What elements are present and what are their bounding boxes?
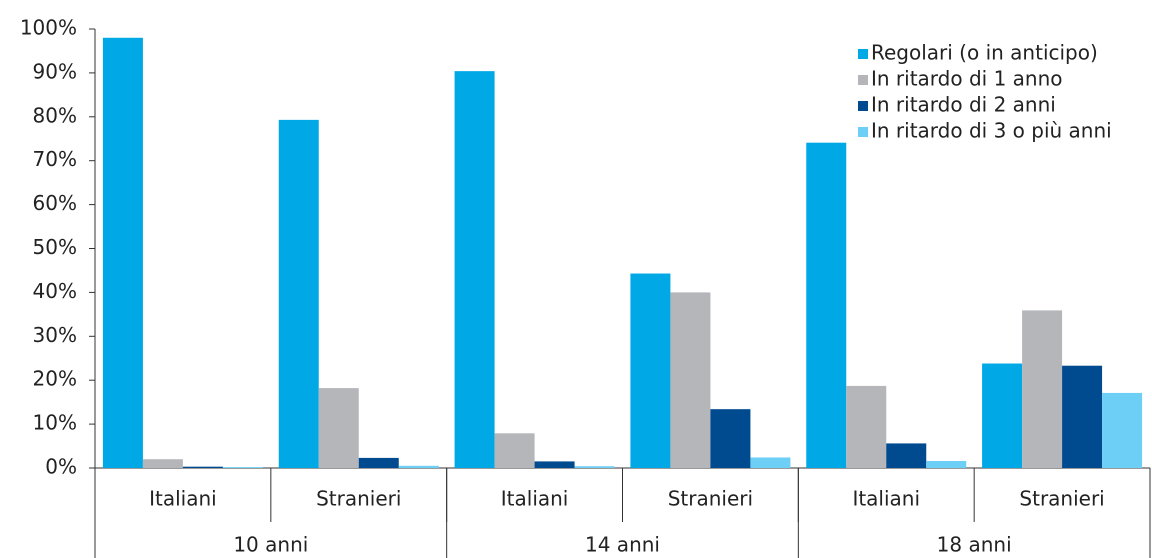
legend-swatch <box>858 49 868 59</box>
legend-swatch <box>858 127 868 137</box>
group-label: 10 anni <box>233 533 308 557</box>
bar <box>1022 310 1063 468</box>
bar <box>670 292 711 468</box>
y-tick-label: 90% <box>33 59 77 83</box>
bar <box>750 457 791 468</box>
legend-label: In ritardo di 2 anni <box>871 93 1056 117</box>
bar <box>926 460 967 468</box>
y-tick-label: 30% <box>33 323 77 347</box>
bar <box>574 466 615 468</box>
y-tick-label: 50% <box>33 235 77 259</box>
legend-swatch <box>858 101 868 111</box>
bar <box>358 457 399 468</box>
bar <box>846 385 887 468</box>
y-tick-label: 80% <box>33 103 77 127</box>
y-tick-label: 60% <box>33 191 77 215</box>
y-tick-label: 40% <box>33 279 77 303</box>
bar <box>454 71 495 469</box>
group-label: 18 anni <box>937 533 1012 557</box>
y-tick-label: 10% <box>33 411 77 435</box>
x-tick-label: Stranieri <box>1019 487 1104 511</box>
x-tick-label: Italiani <box>501 487 569 511</box>
y-tick-label: 0% <box>45 455 77 479</box>
bar <box>278 119 319 469</box>
legend-label: In ritardo di 1 anno <box>871 67 1063 91</box>
y-tick-label: 100% <box>20 16 77 40</box>
bar <box>886 443 927 468</box>
group-label: 14 anni <box>585 533 660 557</box>
bar <box>142 459 183 468</box>
x-tick-label: Stranieri <box>668 487 753 511</box>
bar <box>630 273 671 468</box>
y-tick-label: 70% <box>33 147 77 171</box>
x-tick-label: Italiani <box>149 487 217 511</box>
bar <box>1062 365 1103 468</box>
bar <box>222 467 263 468</box>
bar <box>398 465 439 468</box>
bar <box>318 388 359 468</box>
bar <box>982 363 1023 468</box>
bar <box>182 466 223 468</box>
bar <box>806 142 847 469</box>
bar <box>1102 392 1143 468</box>
bar <box>534 461 575 468</box>
bar <box>102 37 143 468</box>
legend-label: In ritardo di 3 o più anni <box>871 119 1112 143</box>
y-tick-label: 20% <box>33 367 77 391</box>
bar <box>494 433 535 468</box>
x-tick-label: Stranieri <box>316 487 401 511</box>
bar <box>710 409 751 468</box>
legend-label: Regolari (o in anticipo) <box>871 41 1098 65</box>
legend-swatch <box>858 75 868 85</box>
x-tick-label: Italiani <box>852 487 920 511</box>
